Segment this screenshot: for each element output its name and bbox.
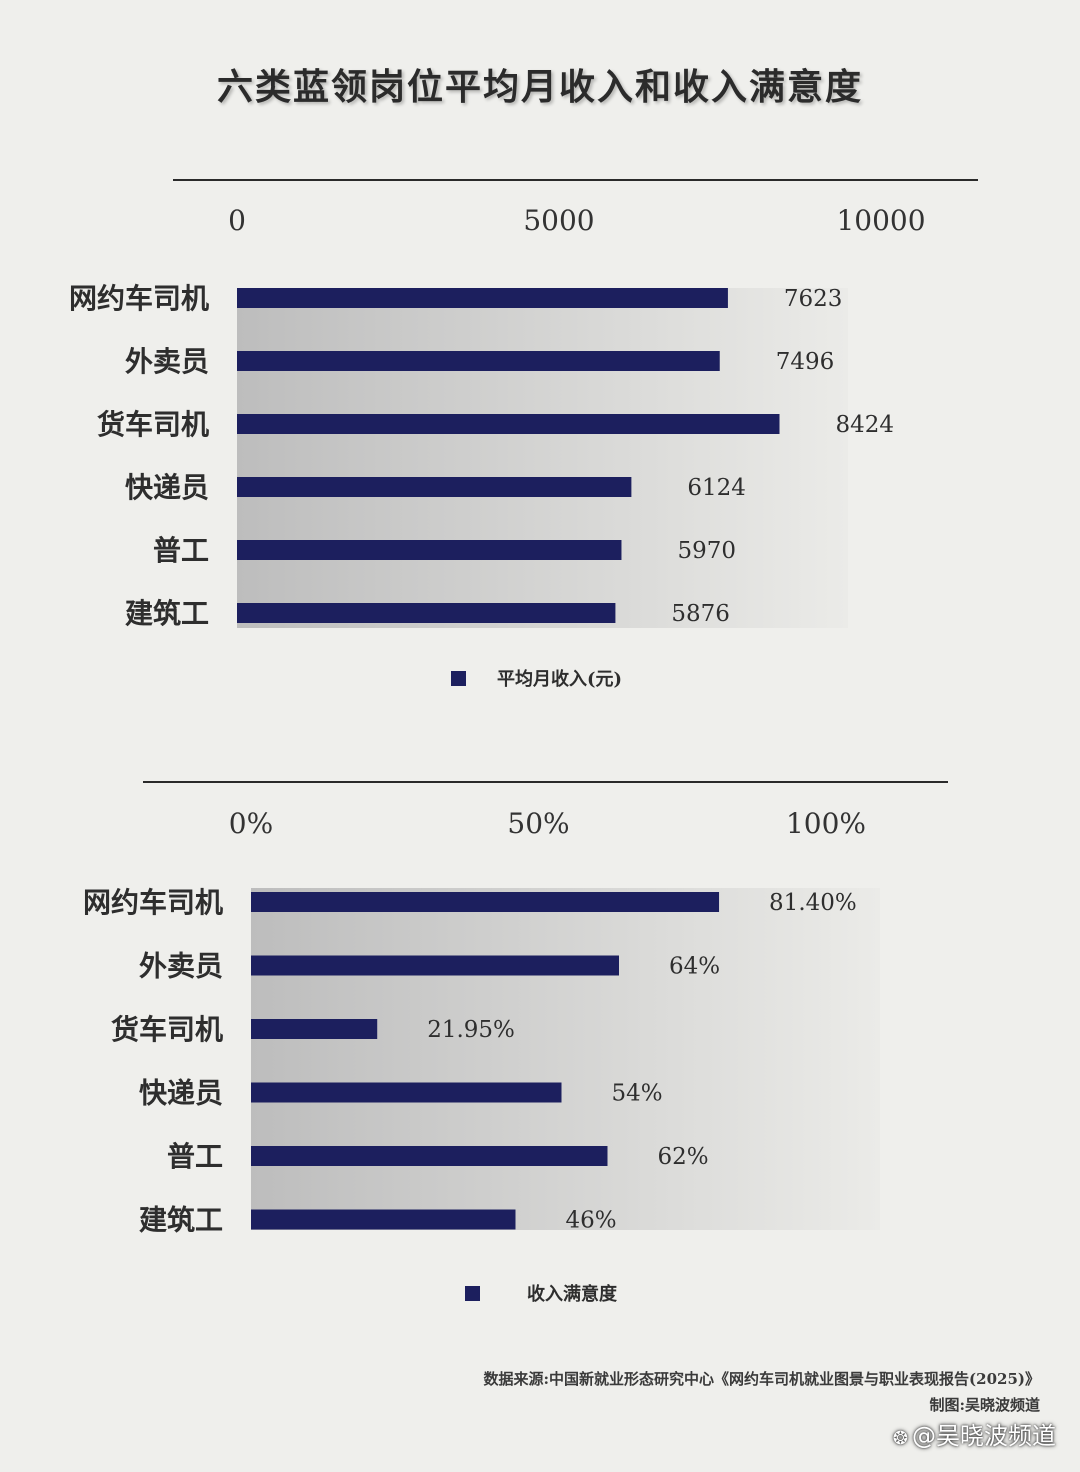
chat-bubble-icon: ❂ (892, 1428, 908, 1449)
data-label: 81.40% (769, 890, 857, 916)
category-label: 快递员 (139, 1077, 223, 1110)
category-label: 网约车司机 (83, 886, 223, 919)
category-label: 快递员 (125, 471, 209, 504)
tick-label: 0% (229, 807, 273, 840)
data-label: 8424 (836, 412, 895, 438)
data-label: 5970 (677, 538, 736, 564)
category-label: 网约车司机 (69, 282, 209, 315)
tick-label: 5000 (523, 204, 594, 237)
source-text: 数据来源:中国新就业形态研究中心《网约车司机就业图景与职业表现报告(2025)》 (483, 1370, 1040, 1388)
bar (251, 1019, 378, 1039)
legend-label: 平均月收入(元) (497, 668, 622, 690)
bar (251, 1082, 562, 1103)
satisfaction-chart: 0% 50% 100% 网约车司机 81.40% 外卖员 64% 货车司机 21.95% 快递员 5… (83, 781, 948, 1305)
bar (237, 288, 728, 308)
watermark: ❂ @吴晓波频道 (893, 1416, 1056, 1451)
category-label: 普工 (167, 1140, 223, 1173)
income-chart: 0 5000 10000 网约车司机 7623 外卖员 7496 货车司机 8424 快递员 612… (69, 179, 978, 690)
tick-label: 0 (228, 204, 246, 237)
category-label: 建筑工 (139, 1204, 223, 1237)
category-label: 外卖员 (139, 950, 223, 983)
data-label: 46% (566, 1208, 617, 1234)
category-label: 货车司机 (97, 408, 209, 441)
tick-label: 10000 (836, 204, 925, 237)
category-label: 普工 (153, 534, 209, 567)
legend-swatch (451, 671, 466, 686)
plot-background (251, 888, 880, 1230)
watermark-text: @吴晓波频道 (912, 1422, 1056, 1450)
bar (237, 603, 616, 623)
category-label: 外卖员 (125, 345, 209, 378)
page-title: 六类蓝领岗位平均月收入和收入满意度 (216, 66, 863, 108)
data-label: 6124 (687, 475, 746, 501)
bar (251, 955, 619, 976)
data-label: 54% (612, 1081, 663, 1107)
bar (237, 351, 720, 371)
bar (251, 1146, 608, 1166)
bar (251, 892, 720, 912)
bar (237, 414, 780, 434)
data-label: 21.95% (427, 1017, 515, 1043)
bar (237, 540, 622, 560)
bar (237, 477, 632, 497)
data-label: 7623 (784, 286, 843, 312)
credit-text: 制图:吴晓波频道 (929, 1396, 1040, 1414)
data-label: 7496 (776, 349, 835, 375)
tick-label: 50% (507, 807, 569, 840)
legend-label: 收入满意度 (527, 1283, 618, 1305)
tick-label: 100% (786, 807, 866, 840)
category-label: 货车司机 (111, 1013, 223, 1046)
bar (251, 1209, 516, 1230)
legend-swatch (465, 1286, 480, 1301)
data-label: 5876 (671, 601, 730, 627)
plot-background (237, 288, 848, 628)
category-label: 建筑工 (125, 597, 209, 630)
data-label: 62% (658, 1144, 709, 1170)
data-label: 64% (669, 954, 720, 980)
source-note: 数据来源:中国新就业形态研究中心《网约车司机就业图景与职业表现报告(2025)》… (484, 1366, 1040, 1418)
